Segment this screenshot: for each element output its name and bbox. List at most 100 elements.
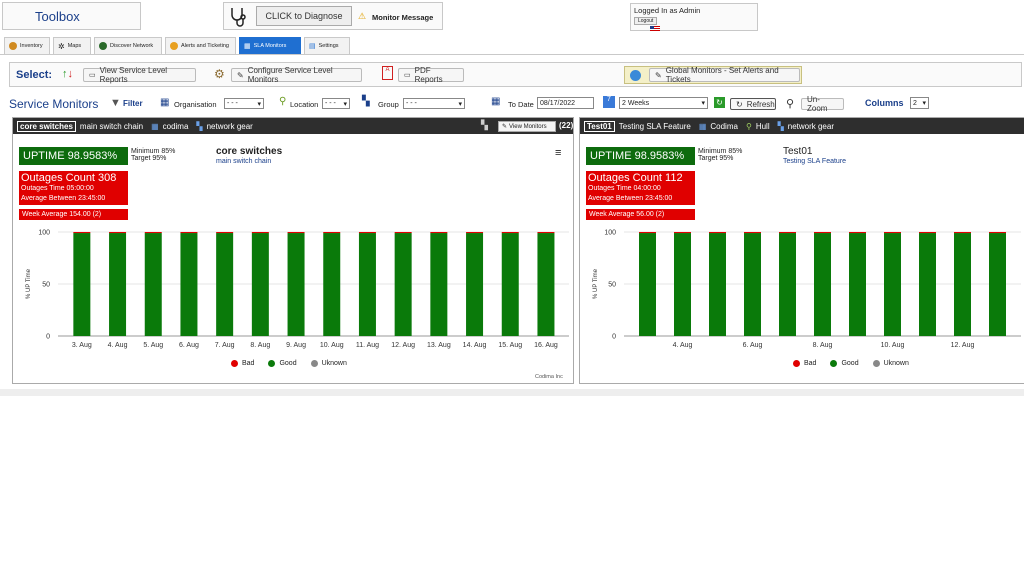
unzoom-button[interactable]: Un-Zoom: [801, 95, 844, 113]
thresholds: Minimum 85% Target 95%: [698, 148, 742, 162]
refresh-label: Refresh: [746, 99, 775, 109]
refresh-button[interactable]: ↻ Refresh: [730, 98, 776, 110]
legend-bad[interactable]: Bad: [231, 360, 254, 367]
x-tick-label: 11. Aug: [356, 342, 379, 349]
bar-bad: [989, 232, 1006, 234]
organisation-select[interactable]: - - - ▾: [224, 98, 264, 109]
monitor-count: (22): [559, 121, 574, 130]
x-tick-label: 4. Aug: [108, 342, 128, 349]
settings-icon: ▤: [309, 43, 316, 50]
bar-good: [709, 233, 726, 336]
x-tick-label: 12. Aug: [951, 342, 975, 349]
bar-good: [674, 233, 691, 336]
x-tick-label: 15. Aug: [498, 342, 522, 349]
filter-button[interactable]: Filter: [123, 99, 143, 108]
group-label: Group: [378, 100, 399, 109]
columns-value: 2: [913, 99, 917, 107]
group-value: - - -: [406, 100, 417, 107]
edit-icon: ✎: [502, 124, 508, 130]
tab-inventory[interactable]: Inventory: [4, 37, 50, 54]
view-monitors-button[interactable]: ✎ View Monitors: [498, 121, 556, 132]
bar-good: [323, 233, 341, 336]
tab-alerts[interactable]: Alerts and Ticketing: [165, 37, 236, 54]
toolbox-button[interactable]: Toolbox: [2, 2, 141, 30]
unzoom-label: Un-Zoom: [807, 95, 828, 113]
bar-good: [884, 233, 901, 336]
legend-unknown[interactable]: Uknown: [310, 360, 347, 367]
legend-good[interactable]: Good: [268, 360, 297, 367]
tab-discover-network[interactable]: Discover Network: [94, 37, 162, 54]
diagnose-button[interactable]: CLICK to Diagnose: [256, 6, 352, 26]
sla-icon: ▦: [244, 43, 251, 50]
location-select[interactable]: - - - ▾: [322, 98, 350, 109]
bar-bad: [779, 232, 796, 234]
tab-maps[interactable]: ✲ Maps: [53, 37, 91, 54]
legend-bad[interactable]: Bad: [793, 360, 816, 367]
bar-bad: [287, 232, 305, 234]
bar-good: [73, 233, 91, 336]
refresh-icon[interactable]: ↻: [714, 97, 725, 108]
tab-label: SLA Monitors: [253, 43, 287, 49]
x-tick-label: 3. Aug: [72, 342, 92, 349]
legend-good[interactable]: Good: [830, 360, 859, 367]
bar-good: [430, 233, 448, 336]
x-tick-label: 4. Aug: [673, 342, 693, 349]
bar-good: [919, 233, 936, 336]
pdf-reports-button[interactable]: ▭ PDF Reports: [398, 66, 464, 84]
organisation-icon: ▦: [160, 97, 170, 108]
calendar-7-icon[interactable]: 7: [603, 96, 615, 108]
logout-button[interactable]: Logout: [634, 17, 658, 25]
view-reports-button[interactable]: ▭ View Service Level Reports: [83, 66, 196, 84]
bar-bad: [501, 232, 519, 234]
menu-icon[interactable]: ≡: [555, 147, 562, 159]
bar-good: [501, 233, 519, 336]
grid-icon[interactable]: ▚: [481, 120, 488, 130]
bar-good: [287, 233, 305, 336]
tab-sla-monitors[interactable]: ▦ SLA Monitors: [239, 37, 301, 54]
group-select[interactable]: - - - ▾: [403, 98, 465, 109]
panel-location: Hull: [755, 121, 770, 131]
panel-name[interactable]: core switches: [17, 120, 76, 132]
uptime-value: UPTIME 98.9583%: [590, 150, 685, 162]
us-flag-icon[interactable]: [650, 26, 660, 32]
bar-bad: [358, 232, 376, 234]
bar-bad: [537, 232, 555, 234]
bar-good: [744, 233, 761, 336]
bar-bad: [709, 232, 726, 234]
target-value: Target 95%: [131, 155, 167, 162]
good-dot-icon: [268, 360, 276, 367]
global-monitors-button[interactable]: ✎ Global Monitors - Set Alerts and Ticket…: [649, 66, 800, 84]
bar-good: [814, 233, 831, 336]
bar-bad: [466, 232, 484, 234]
tab-label: Maps: [67, 43, 82, 49]
columns-select[interactable]: 2 ▾: [910, 97, 929, 109]
panel-header: core switches main switch chain ▦ codima…: [13, 118, 573, 134]
credits: Codima Inc: [535, 374, 563, 380]
x-tick-label: 9. Aug: [286, 342, 306, 349]
week-average-value: Week Average 56.00 (2): [589, 211, 665, 218]
panel-header: Test01 Testing SLA Feature ▦ Codima ⚲ Hu…: [580, 118, 1024, 134]
toolbox-label: Toolbox: [35, 8, 80, 24]
week-average: Week Average 154.00 (2): [19, 209, 128, 220]
bar-bad: [430, 232, 448, 234]
panel-org: Codima: [710, 121, 738, 131]
date-input[interactable]: 08/17/2022: [537, 97, 594, 109]
legend-label: Bad: [242, 360, 255, 367]
bar-bad: [394, 232, 412, 234]
chart-subtitle: Testing SLA Feature: [783, 158, 847, 165]
panel-name[interactable]: Test01: [584, 120, 615, 132]
configure-button[interactable]: ✎ Configure Service Level Monitors: [231, 66, 362, 84]
outages-box: Outages Count 308 Outages Time 05:00:00 …: [19, 171, 128, 205]
chart-title: Test01: [783, 146, 813, 157]
monitor-message-link[interactable]: Monitor Message: [372, 13, 434, 22]
tab-settings[interactable]: ▤ Settings: [304, 37, 350, 54]
maps-icon: ✲: [58, 41, 65, 51]
range-select[interactable]: 2 Weeks ▾: [619, 97, 708, 109]
x-tick-label: 16. Aug: [534, 342, 558, 349]
sla-chart-1: 0 50 100 % UP Time 3. Aug 4. Aug 5. Aug 6. Aug 7…: [26, 230, 569, 349]
location-icon: ⚲: [745, 121, 752, 131]
monitor-panel-2: Test01 Testing SLA Feature ▦ Codima ⚲ Hu…: [579, 117, 1024, 384]
legend-unknown[interactable]: Uknown: [872, 360, 909, 367]
arrows-icon: ↑↓: [62, 68, 73, 80]
chart-legend: Bad Good Uknown: [231, 360, 347, 367]
